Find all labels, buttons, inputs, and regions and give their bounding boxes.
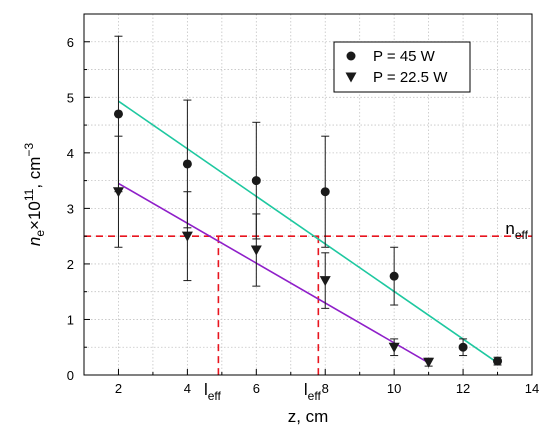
l-eff-label: leff <box>204 380 222 403</box>
legend-box <box>333 41 471 93</box>
legend-label: P = 45 W <box>373 48 436 65</box>
y-axis-label-subscript: e <box>33 230 47 237</box>
fit-lines <box>118 100 498 364</box>
plot-frame <box>83 13 533 376</box>
y-axis-label: ne×1011, cm−3 <box>22 143 47 247</box>
x-tick-label: 8 <box>322 381 329 396</box>
data-point-p22-5 <box>250 245 262 256</box>
data-points <box>112 35 503 368</box>
y-axis-label-unit: , cm <box>25 157 44 189</box>
fit-line <box>118 182 430 364</box>
x-tick-label: 12 <box>456 381 470 396</box>
x-tick-label: 10 <box>387 381 401 396</box>
legend: P = 45 W P = 22.5 W <box>333 41 471 93</box>
n-eff-label: neff <box>505 219 528 242</box>
y-tick-label: 5 <box>67 90 74 105</box>
y-axis-label-exponent: 11 <box>22 188 36 201</box>
fit-line <box>118 100 498 364</box>
legend-marker <box>345 72 357 83</box>
x-tick-label: 14 <box>525 381 539 396</box>
y-axis-label-symbol: n <box>25 237 44 246</box>
y-tick-label: 6 <box>67 35 74 50</box>
y-tick-label: 0 <box>67 368 74 383</box>
data-point-p45 <box>458 342 468 352</box>
annotations: neff leff leff <box>204 219 529 403</box>
x-tick-label: 2 <box>115 381 122 396</box>
y-axis-label-multiplier: ×10 <box>25 201 44 230</box>
x-tick-label: 6 <box>253 381 260 396</box>
data-point-p45 <box>113 109 123 119</box>
y-axis-label-unit-exponent: −3 <box>22 143 36 157</box>
data-point-p22-5 <box>112 187 124 198</box>
data-point-p22-5 <box>319 276 331 287</box>
data-point-p45 <box>251 176 261 186</box>
data-point-p45 <box>389 271 399 281</box>
legend-label: P = 22.5 W <box>373 69 448 86</box>
l-eff-label: leff <box>304 380 322 403</box>
data-point-p45 <box>182 159 192 169</box>
reference-lines <box>84 235 532 375</box>
legend-marker <box>346 51 356 61</box>
data-point-p22-5 <box>423 357 435 368</box>
data-point-p45 <box>320 187 330 197</box>
y-tick-label: 2 <box>67 257 74 272</box>
x-tick-label: 4 <box>184 381 191 396</box>
y-tick-label: 3 <box>67 201 74 216</box>
x-axis-label: z, cm <box>288 407 329 426</box>
data-point-p22-5 <box>181 231 193 242</box>
data-point-p45 <box>493 356 503 366</box>
data-point-p22-5 <box>388 342 400 353</box>
y-tick-label: 4 <box>67 146 74 161</box>
y-tick-label: 1 <box>67 312 74 327</box>
